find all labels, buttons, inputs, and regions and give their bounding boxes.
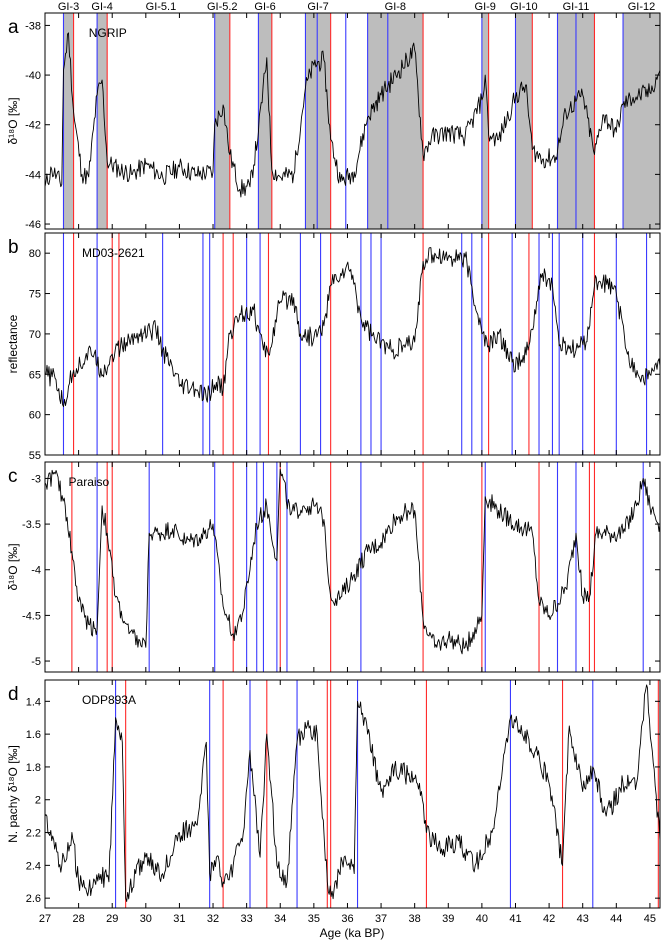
interstadial-label: GI-8 xyxy=(385,1,406,13)
panel-d-odp893a: 1.4 1.6 1.8 2 2.2 2.4 2.6 N. pachy δ¹⁸O [‰] d ODP… xyxy=(6,679,661,909)
panel-title: MD03-2621 xyxy=(82,246,145,260)
y-tick-label: 60 xyxy=(29,410,41,422)
panel-title: ODP893A xyxy=(82,693,136,707)
x-tick-label: 41 xyxy=(509,913,521,925)
panel-title: Paraiso xyxy=(69,475,110,489)
y-tick-label: -40 xyxy=(25,70,41,82)
x-tick-label: 36 xyxy=(341,913,353,925)
interstadial-shading xyxy=(515,13,533,229)
interstadial-label: GI-5.2 xyxy=(207,1,238,13)
data-series-line xyxy=(44,32,661,198)
interstadial-shading xyxy=(258,13,272,229)
y-tick-label: 55 xyxy=(29,450,41,462)
y-axis-label: N. pachy δ¹⁸O [‰] xyxy=(6,745,20,843)
panel-b-md03-2621: 55 60 65 70 75 80 reflectance b MD03-2621 xyxy=(6,232,661,462)
interstadial-shading xyxy=(97,13,108,229)
panel-frame xyxy=(44,232,661,456)
y-tick-label: 65 xyxy=(29,369,41,381)
data-series-line xyxy=(44,468,661,655)
interstadial-label: GI-6 xyxy=(254,1,275,13)
y-tick-label: -5 xyxy=(31,656,41,668)
y-tick-label: -44 xyxy=(25,169,41,181)
x-tick-label: 45 xyxy=(644,913,656,925)
interstadial-shading xyxy=(214,13,230,229)
x-axis-label: Age (ka BP) xyxy=(320,926,385,940)
y-axis-label: δ¹⁸O [‰] xyxy=(6,543,20,590)
interstadial-shading xyxy=(367,13,424,229)
panel-frame xyxy=(44,679,661,909)
x-tick-label: 39 xyxy=(442,913,454,925)
x-tick-label: 43 xyxy=(577,913,589,925)
y-tick-label: 2 xyxy=(35,795,41,807)
data-series-line xyxy=(44,684,661,902)
y-tick-label: 75 xyxy=(29,289,41,301)
y-tick-label: 2.2 xyxy=(26,828,41,840)
interstadial-shading xyxy=(63,13,74,229)
x-axis: Age (ka BP) 27 28 29 30 31 32 33 34 35 36 37 38 39 40… xyxy=(39,913,656,940)
interstadial-shading xyxy=(481,13,489,229)
x-tick-label: 31 xyxy=(173,913,185,925)
x-tick-label: 32 xyxy=(207,913,219,925)
x-tick-label: 28 xyxy=(72,913,84,925)
x-tick-label: 40 xyxy=(476,913,488,925)
x-tick-label: 44 xyxy=(610,913,622,925)
y-tick-label: -4 xyxy=(31,565,41,577)
y-tick-label: 1.6 xyxy=(26,729,41,741)
x-tick-label: 35 xyxy=(308,913,320,925)
panel-frame xyxy=(44,12,661,230)
panel-title: NGRIP xyxy=(89,26,127,40)
panel-letter: b xyxy=(8,237,19,258)
y-tick-label: 1.8 xyxy=(26,762,41,774)
x-tick-label: 27 xyxy=(39,913,51,925)
x-tick-label: 37 xyxy=(375,913,387,925)
interstadial-label: GI-5.1 xyxy=(146,1,177,13)
y-tick-label: 70 xyxy=(29,329,41,341)
interstadial-label: GI-3 xyxy=(58,1,79,13)
y-tick-label: -3 xyxy=(31,473,41,485)
y-tick-label: -42 xyxy=(25,120,41,132)
x-tick-label: 33 xyxy=(241,913,253,925)
y-tick-label: 80 xyxy=(29,248,41,260)
interstadial-label: GI-7 xyxy=(307,1,328,13)
interstadial-label: GI-12 xyxy=(628,1,656,13)
interstadial-label: GI-4 xyxy=(91,1,112,13)
y-tick-label: -46 xyxy=(25,219,41,231)
panel-frame xyxy=(44,461,661,673)
panel-letter: d xyxy=(8,684,19,705)
y-tick-label: -38 xyxy=(25,20,41,32)
interstadial-label: GI-11 xyxy=(563,1,590,13)
y-tick-label: -4.5 xyxy=(22,610,41,622)
panel-c-paraiso: -5 -4.5 -4 -3.5 -3 δ¹⁸O [‰] c Paraiso xyxy=(6,461,661,673)
x-tick-label: 34 xyxy=(274,913,286,925)
y-axis-label: δ¹⁸O [‰] xyxy=(6,97,20,144)
panel-letter: c xyxy=(8,466,18,487)
interstadial-shading xyxy=(305,13,331,229)
y-tick-label: 2.6 xyxy=(26,893,41,905)
interstadial-labels: GI-3 GI-4 GI-5.1 GI-5.2 GI-6 GI-7 GI-8 GI-9 GI-1… xyxy=(58,1,655,13)
y-axis-label: reflectance xyxy=(6,314,20,373)
y-tick-label: -3.5 xyxy=(22,519,41,531)
y-tick-label: 1.4 xyxy=(26,696,41,708)
panel-letter: a xyxy=(8,17,19,38)
x-tick-label: 29 xyxy=(106,913,118,925)
data-series-line xyxy=(45,247,661,408)
interstadial-label: GI-9 xyxy=(475,1,496,13)
x-tick-label: 38 xyxy=(409,913,421,925)
panel-a-ngrip: -46 -44 -42 -40 -38 δ¹⁸O [‰] a NGRIP xyxy=(6,12,661,231)
x-tick-label: 30 xyxy=(140,913,152,925)
interstadial-label: GI-10 xyxy=(510,1,538,13)
interstadial-shading xyxy=(623,13,660,229)
y-tick-label: 2.4 xyxy=(26,860,41,872)
x-tick-label: 42 xyxy=(543,913,555,925)
